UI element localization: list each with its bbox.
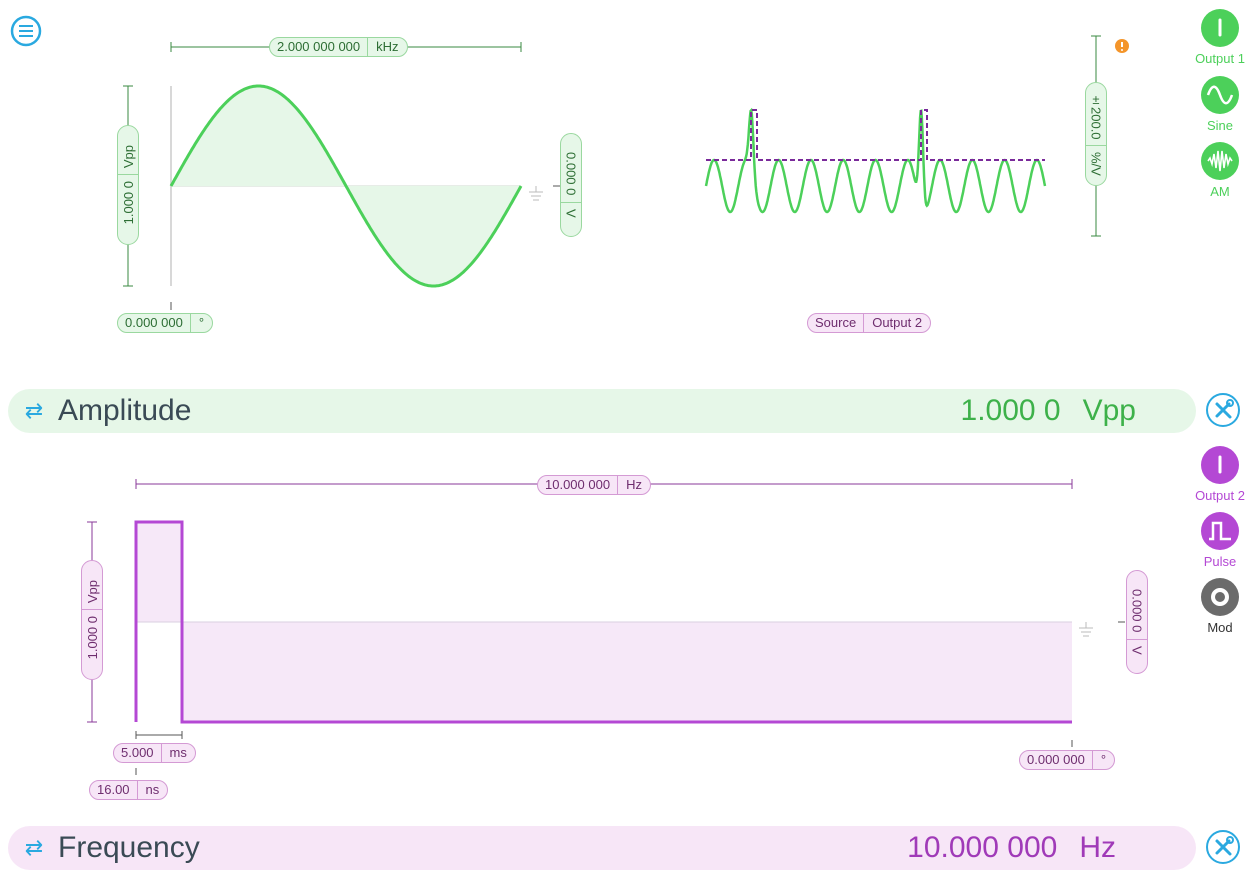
output2-label: Output 2 xyxy=(1195,488,1245,503)
warning-icon[interactable] xyxy=(1115,39,1129,53)
ch1-modulation-unit: %/V xyxy=(1088,152,1104,177)
output1-button[interactable]: Output 1 xyxy=(1182,9,1250,66)
amplitude-unit: Vpp xyxy=(1082,394,1136,427)
settings-tools-button[interactable] xyxy=(1206,830,1240,864)
ch2-width-value: 5.000 xyxy=(121,745,154,760)
ground-icon xyxy=(529,186,543,201)
ch1-offset-unit: V xyxy=(563,208,579,218)
output2-button[interactable]: Output 2 xyxy=(1182,446,1250,503)
ch2-phase-unit: ° xyxy=(1091,751,1114,769)
amplitude-label: Amplitude xyxy=(58,394,192,427)
tools-icon xyxy=(1215,836,1234,856)
mod-icon xyxy=(1201,578,1239,616)
ch2-phase-value: 0.000 000 xyxy=(1027,752,1085,767)
ch2-pulse-low-fill xyxy=(182,622,1072,722)
frequency-value[interactable]: 10.000 000 xyxy=(907,831,1058,864)
ch1-source-value: Output 2 xyxy=(863,314,930,332)
ch2-frequency-unit: Hz xyxy=(617,476,650,494)
power-icon xyxy=(1201,446,1239,484)
ch1-source-label: Source xyxy=(815,315,857,330)
ground-icon xyxy=(1079,622,1093,637)
ch2-width-unit: ms xyxy=(160,744,195,762)
ch1-sine-wave xyxy=(169,84,523,288)
ch2-pulse-high-fill xyxy=(136,522,182,622)
sine-waveform-button[interactable]: Sine xyxy=(1182,76,1250,133)
ch1-amplitude-unit: Vpp xyxy=(120,145,136,169)
menu-icon[interactable] xyxy=(10,15,42,47)
mod-button[interactable]: Mod xyxy=(1182,578,1250,635)
ch1-phase-unit: ° xyxy=(189,314,212,332)
ch1-source-pill[interactable]: Source Output 2 xyxy=(807,313,932,333)
ch2-width-ruler xyxy=(135,731,183,739)
ch2-edge-unit: ns xyxy=(136,781,168,799)
ch2-pulse-wave xyxy=(134,520,1072,724)
settings-tools-button[interactable] xyxy=(1206,393,1240,427)
am-modulation-button[interactable]: AM xyxy=(1182,142,1250,199)
ch2-frequency-value: 10.000 000 xyxy=(545,477,611,492)
sine-label: Sine xyxy=(1206,118,1234,133)
ch1-amplitude-value: 1.000 0 xyxy=(120,181,136,225)
frequency-unit: Hz xyxy=(1079,831,1116,864)
output1-label: Output 1 xyxy=(1195,51,1245,66)
ch1-amplitude-pill[interactable]: Vpp 1.000 0 xyxy=(117,125,139,245)
amplitude-value[interactable]: 1.000 0 xyxy=(960,394,1061,427)
frequency-parameter-bar[interactable]: ⇄ Frequency 10.000 000 Hz xyxy=(8,826,1196,870)
am-label: AM xyxy=(1210,184,1230,199)
ch2-phase-pill[interactable]: 0.000 000 ° xyxy=(1019,750,1116,770)
ch2-edge-pill[interactable]: 16.00 ns xyxy=(89,780,169,800)
ch1-phase-pill[interactable]: 0.000 000 ° xyxy=(117,313,214,333)
pulse-waveform-button[interactable]: Pulse xyxy=(1182,512,1250,569)
ch2-edge-value: 16.00 xyxy=(97,782,130,797)
ch2-amplitude-value: 1.000 0 xyxy=(84,616,100,660)
frequency-label: Frequency xyxy=(58,831,200,864)
tools-icon xyxy=(1215,399,1234,419)
ch2-offset-pill[interactable]: 0.000 0 V xyxy=(1126,570,1148,674)
pulse-label: Pulse xyxy=(1203,554,1237,569)
amplitude-parameter-bar[interactable]: ⇄ Amplitude 1.000 0 Vpp xyxy=(8,389,1196,433)
ch2-offset-unit: V xyxy=(1129,645,1145,655)
pulse-icon xyxy=(1201,512,1239,550)
am-icon xyxy=(1201,142,1239,180)
ch1-modulation-pill[interactable]: ±200.0 %/V xyxy=(1085,82,1107,186)
swap-icon[interactable]: ⇄ xyxy=(24,835,44,860)
ch1-offset-pill[interactable]: 0.000 0 V xyxy=(560,133,582,237)
ch2-amplitude-pill[interactable]: Vpp 1.000 0 xyxy=(81,560,103,680)
am-preview-carrier xyxy=(704,107,1047,214)
sine-icon xyxy=(1201,76,1239,114)
ch2-offset-value: 0.000 0 xyxy=(1129,589,1145,633)
ch1-modulation-value: ±200.0 xyxy=(1088,91,1104,140)
ch1-frequency-unit: kHz xyxy=(367,38,406,56)
ch2-frequency-pill[interactable]: 10.000 000 Hz xyxy=(537,475,651,495)
am-preview-modulator xyxy=(706,109,1045,161)
mod-label: Mod xyxy=(1207,620,1233,635)
ch2-width-pill[interactable]: 5.000 ms xyxy=(113,743,196,763)
ch1-phase-value: 0.000 000 xyxy=(125,315,183,330)
ch1-frequency-pill[interactable]: 2.000 000 000 kHz xyxy=(269,37,408,57)
power-icon xyxy=(1201,9,1239,47)
ch2-amplitude-unit: Vpp xyxy=(84,580,100,604)
swap-icon[interactable]: ⇄ xyxy=(24,398,44,423)
ch1-offset-value: 0.000 0 xyxy=(563,152,579,196)
ch1-frequency-value: 2.000 000 000 xyxy=(277,39,361,54)
